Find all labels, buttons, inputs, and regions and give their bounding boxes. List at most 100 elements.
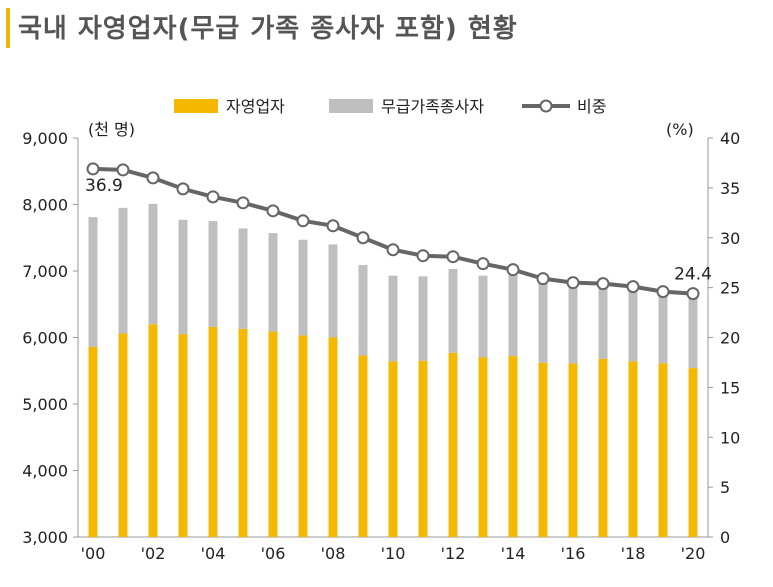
x-tick-label: '00: [81, 544, 106, 563]
bar-self-employed: [538, 362, 548, 537]
bar-unpaid-family: [628, 288, 638, 362]
legend-label-self-employed: 자영업자: [226, 97, 285, 116]
share-point: [116, 163, 130, 177]
bar-self-employed: [628, 361, 638, 537]
x-tick-label: '14: [501, 544, 526, 563]
x-tick-label: '04: [201, 544, 226, 563]
legend-label-unpaid-family: 무급가족종사자: [381, 97, 484, 116]
bar-unpaid-family: [298, 239, 308, 336]
share-point: [686, 287, 700, 301]
bar-unpaid-family: [328, 244, 338, 338]
left-tick-label: 3,000: [22, 528, 68, 547]
bar-self-employed: [388, 361, 398, 537]
bar-unpaid-family: [688, 296, 698, 369]
bar-self-employed: [118, 333, 128, 537]
share-line: [86, 162, 700, 301]
share-point: [566, 276, 580, 290]
left-tick-label: 4,000: [22, 462, 68, 481]
bar-unpaid-family: [388, 275, 398, 362]
labels: 36.9 24.4: [85, 176, 712, 285]
share-point: [176, 182, 190, 196]
left-tick-label: 7,000: [22, 262, 68, 281]
share-data-label: 36.9: [85, 176, 123, 196]
bar-unpaid-family: [508, 274, 518, 357]
legend-swatch-share-marker: [539, 99, 553, 113]
bar-self-employed: [328, 337, 338, 537]
bar-unpaid-family: [238, 228, 248, 329]
bar-self-employed: [448, 352, 458, 537]
bar-unpaid-family: [88, 217, 98, 347]
x-tick-label: '06: [261, 544, 286, 563]
right-tick-label: 35: [720, 179, 740, 198]
x-tick-label: '16: [561, 544, 586, 563]
bar-self-employed: [358, 355, 368, 537]
bar-self-employed: [658, 363, 668, 537]
right-tick-label: 25: [720, 279, 740, 298]
left-tick-label: 6,000: [22, 329, 68, 348]
share-point: [296, 214, 310, 228]
share-point: [356, 231, 370, 245]
bar-self-employed: [298, 335, 308, 537]
page-title: 국내 자영업자(무급 가족 종사자 포함) 현황: [18, 14, 518, 44]
right-tick-label: 30: [720, 229, 740, 248]
bar-unpaid-family: [118, 207, 128, 334]
share-point: [536, 272, 550, 286]
right-tick-label: 15: [720, 378, 740, 397]
bar-unpaid-family: [178, 219, 188, 335]
bar-self-employed: [688, 368, 698, 537]
bar-self-employed: [508, 356, 518, 537]
axes: 3,000 4,000 5,000 6,000 7,000 8,000 9,000 0 5 10 1…: [22, 120, 740, 563]
bar-self-employed: [208, 326, 218, 537]
x-tick-label: '08: [321, 544, 346, 563]
right-unit-label: (%): [666, 120, 694, 139]
bars: [88, 203, 698, 537]
right-tick-label: 0: [720, 528, 730, 547]
bar-unpaid-family: [568, 284, 578, 364]
bar-unpaid-family: [538, 282, 548, 363]
share-point: [326, 219, 340, 233]
right-tick-label: 5: [720, 478, 730, 497]
share-point: [266, 204, 280, 218]
x-tick-label: '10: [381, 544, 406, 563]
bar-unpaid-family: [148, 203, 158, 325]
title-accent-bar: [6, 8, 10, 48]
right-tick-label: 10: [720, 428, 740, 447]
bar-self-employed: [418, 360, 428, 537]
share-point: [386, 243, 400, 257]
bar-unpaid-family: [448, 269, 458, 353]
bar-unpaid-family: [358, 265, 368, 356]
left-unit-label: (천 명): [88, 120, 135, 139]
share-point: [476, 257, 490, 271]
share-point: [656, 285, 670, 299]
bar-self-employed: [88, 346, 98, 537]
x-tick-label: '02: [141, 544, 166, 563]
x-tick-label: '18: [621, 544, 646, 563]
bar-unpaid-family: [208, 221, 218, 327]
share-point: [596, 277, 610, 291]
bar-self-employed: [268, 331, 278, 537]
bar-unpaid-family: [478, 275, 488, 358]
right-tick-label: 20: [720, 329, 740, 348]
legend-label-share: 비중: [577, 97, 606, 116]
share-point: [626, 280, 640, 294]
legend-swatch-self-employed: [174, 99, 218, 113]
bar-self-employed: [238, 328, 248, 537]
legend: 자영업자 무급가족종사자 비중: [174, 97, 606, 116]
share-point: [146, 171, 160, 185]
bar-self-employed: [148, 324, 158, 537]
legend-swatch-unpaid-family: [329, 99, 373, 113]
share-point: [446, 250, 460, 264]
share-point: [416, 249, 430, 263]
share-point: [86, 162, 100, 176]
left-tick-label: 9,000: [22, 129, 68, 148]
bar-self-employed: [598, 358, 608, 537]
bar-unpaid-family: [598, 284, 608, 359]
bar-unpaid-family: [658, 292, 668, 364]
bar-self-employed: [178, 334, 188, 537]
bar-unpaid-family: [418, 276, 428, 361]
share-point: [206, 190, 220, 204]
share-data-label: 24.4: [674, 265, 712, 285]
bar-unpaid-family: [268, 233, 278, 332]
share-point: [506, 263, 520, 277]
